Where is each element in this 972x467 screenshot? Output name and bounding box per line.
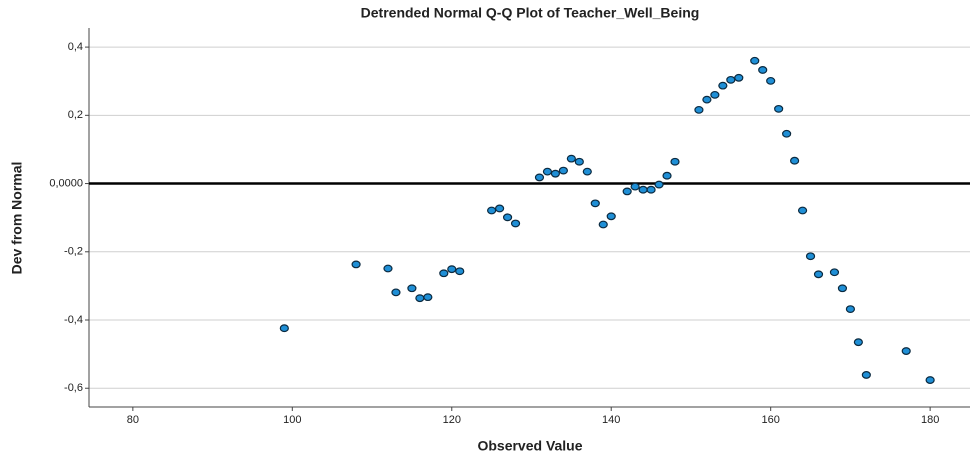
point (901, 347, 911, 355)
point (718, 81, 728, 90)
point (710, 90, 720, 99)
x-tick-label: 100 (283, 414, 301, 426)
x-tick-label: 120 (443, 414, 461, 426)
x-axis-label: Observed Value (477, 438, 582, 454)
point (813, 270, 824, 279)
point (750, 56, 760, 65)
point (861, 371, 871, 379)
point (415, 294, 425, 303)
point (853, 338, 863, 347)
point (566, 154, 576, 163)
point (837, 284, 848, 293)
point (646, 185, 656, 194)
point (694, 105, 704, 114)
y-tick-label: 0,0000 (49, 177, 83, 189)
point (845, 305, 856, 313)
point (550, 169, 561, 178)
point (558, 166, 568, 175)
point (606, 212, 616, 221)
x-tick-label: 80 (127, 414, 139, 426)
point (407, 284, 417, 293)
point (391, 288, 401, 297)
point (630, 182, 640, 191)
point (423, 293, 433, 302)
point (774, 104, 784, 113)
x-tick-label: 180 (921, 414, 939, 426)
point (351, 260, 361, 269)
point (766, 76, 776, 85)
point (590, 199, 600, 208)
chart-title: Detrended Normal Q-Q Plot of Teacher_Wel… (361, 5, 700, 21)
point (598, 220, 608, 229)
point (726, 75, 736, 84)
point (542, 167, 553, 176)
y-tick-label: 0,4 (68, 41, 83, 53)
point (758, 66, 768, 74)
point (495, 204, 505, 213)
point (510, 219, 521, 228)
point (622, 187, 632, 196)
point (797, 206, 808, 215)
point (574, 157, 584, 166)
point (925, 376, 935, 384)
point (734, 73, 744, 82)
y-tick-label: -0,2 (64, 246, 83, 258)
x-tick-label: 160 (761, 414, 779, 426)
point (502, 213, 513, 222)
y-axis-label: Dev from Normal (9, 162, 25, 275)
y-tick-label: 0,2 (68, 109, 83, 121)
point (582, 167, 592, 176)
point (534, 173, 545, 182)
y-tick-label: -0,4 (64, 314, 83, 326)
point (805, 252, 816, 261)
point (383, 264, 393, 273)
point (789, 156, 800, 165)
point (279, 324, 289, 333)
point (702, 95, 712, 104)
point (487, 206, 497, 215)
point (654, 180, 664, 189)
point (455, 267, 465, 276)
point (782, 129, 792, 138)
point (439, 269, 449, 278)
point (638, 185, 648, 194)
point (447, 265, 457, 274)
point (670, 157, 680, 166)
point (662, 171, 672, 180)
y-tick-label: -0,6 (64, 382, 83, 394)
x-tick-label: 140 (602, 414, 620, 426)
point (829, 268, 840, 277)
